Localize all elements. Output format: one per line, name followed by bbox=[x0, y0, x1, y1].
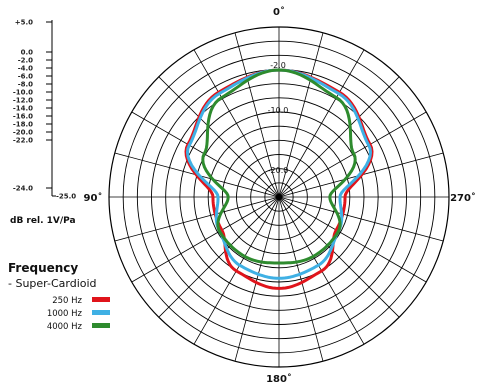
legend-label-4000hz: 4000 Hz bbox=[47, 322, 83, 332]
db-scale-tick-label: -8.0 bbox=[18, 81, 33, 89]
angle-label-bottom: 180˚ bbox=[266, 373, 292, 382]
legend-label-1000hz: 1000 Hz bbox=[47, 309, 83, 319]
db-scale-tick-label: -24.0 bbox=[13, 185, 33, 193]
db-scale-tick-label: -20.0 bbox=[13, 129, 33, 137]
legend-label-250hz: 250 Hz bbox=[52, 296, 82, 306]
legend-swatch-4000hz bbox=[92, 323, 110, 328]
db-scale-tick-label: +5.0 bbox=[15, 19, 33, 27]
db-scale-tick-label: -25.0 bbox=[56, 193, 76, 201]
grid-spoke bbox=[158, 76, 280, 198]
db-scale-tick-label: -2.0 bbox=[18, 57, 33, 65]
angle-label-left: 90˚ bbox=[84, 192, 103, 204]
curve-4000hz bbox=[201, 68, 357, 265]
angle-label-top: 0˚ bbox=[273, 6, 285, 18]
curve-250hz bbox=[184, 68, 374, 290]
polar-curves bbox=[184, 68, 374, 290]
db-scale-tick-label: -12.0 bbox=[13, 97, 33, 105]
ring-label-minus-2: -2.0 bbox=[270, 61, 286, 70]
ring-label-minus-10: -10.0 bbox=[268, 106, 289, 115]
grid-spoke bbox=[278, 49, 365, 198]
db-scale: +5.00.0-2.0-4.0-6.0-8.0-10.0-12.0-14.0-1… bbox=[13, 19, 76, 201]
units-label: dB rel. 1V/Pa bbox=[10, 216, 76, 226]
db-scale-tick-label: -18.0 bbox=[13, 121, 33, 129]
grid-spoke bbox=[158, 196, 280, 318]
legend-swatch-1000hz bbox=[92, 310, 110, 315]
legend: Frequency - Super-Cardioid 250 Hz 1000 H… bbox=[8, 261, 110, 332]
db-scale-tick-label: -4.0 bbox=[18, 65, 33, 73]
grid-spoke bbox=[278, 196, 427, 283]
db-scale-tick-label: -22.0 bbox=[13, 137, 33, 145]
ring-label-minus-20: -20.0 bbox=[268, 166, 289, 175]
grid-spoke bbox=[278, 32, 324, 198]
grid-spoke bbox=[193, 49, 280, 198]
db-scale-tick-label: -16.0 bbox=[13, 113, 33, 121]
grid-spoke bbox=[234, 196, 280, 362]
grid-spoke bbox=[278, 196, 400, 318]
grid-spoke bbox=[278, 76, 400, 198]
curve-1000hz bbox=[186, 68, 372, 280]
grid-spoke bbox=[278, 196, 324, 362]
polar-grid bbox=[108, 26, 450, 368]
grid-spoke bbox=[131, 196, 280, 283]
grid-spoke bbox=[114, 196, 280, 242]
db-scale-tick-label: -10.0 bbox=[13, 89, 33, 97]
legend-subtitle: - Super-Cardioid bbox=[8, 277, 97, 290]
db-scale-tick-label: -14.0 bbox=[13, 105, 33, 113]
center-hub bbox=[276, 194, 282, 200]
legend-swatch-250hz bbox=[92, 297, 110, 302]
grid-spoke bbox=[278, 196, 444, 242]
db-scale-tick-label: 0.0 bbox=[21, 49, 34, 57]
grid-spoke bbox=[234, 32, 280, 198]
legend-title: Frequency bbox=[8, 261, 78, 275]
angle-label-right: 270˚ bbox=[450, 192, 476, 204]
db-scale-tick-label: -6.0 bbox=[18, 73, 33, 81]
